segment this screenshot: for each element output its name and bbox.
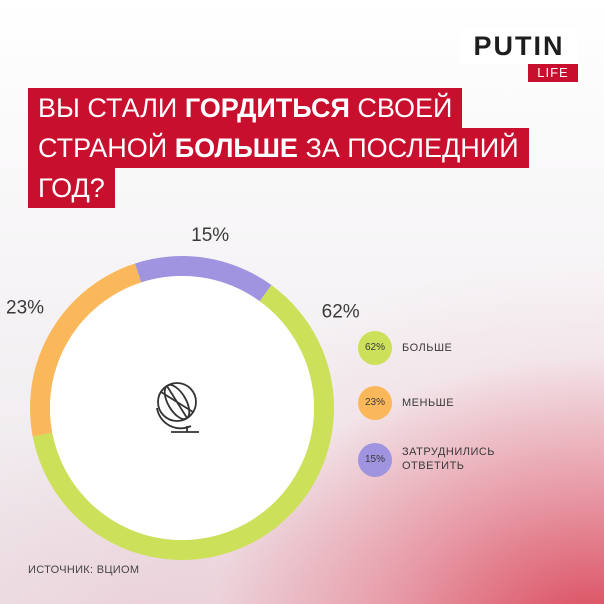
title-emphasis: ГОРДИТЬСЯ [184, 93, 350, 123]
legend-label: ЗАТРУДНИЛИСЬ ОТВЕТИТЬ [402, 445, 532, 473]
slice-label: 23% [6, 297, 44, 318]
globe-icon [156, 382, 199, 433]
donut-slice [29, 263, 142, 437]
title-text: ГОД? [38, 173, 105, 203]
legend-swatch: 23% [358, 386, 392, 420]
title-line-2: СТРАНОЙ БОЛЬШЕ ЗА ПОСЛЕДНИЙ [28, 128, 529, 168]
title-line-3: ГОД? [28, 168, 115, 208]
logo-main-text: PUTIN [460, 28, 578, 64]
legend-label-line: ЗАТРУДНИЛИСЬ [402, 446, 496, 458]
slice-labels: 62% 23% 15% [6, 225, 360, 322]
legend-label: БОЛЬШЕ [402, 341, 532, 355]
title-text: ЗА ПОСЛЕДНИЙ [297, 133, 519, 163]
donut-hole [50, 276, 314, 540]
legend-swatch: 62% [358, 331, 392, 365]
slice-label: 62% [322, 302, 360, 323]
putin-life-logo: PUTIN LIFE [460, 28, 578, 82]
donut-slice [135, 256, 272, 302]
title-emphasis: БОЛЬШЕ [174, 133, 298, 163]
title-line-1: ВЫ СТАЛИ ГОРДИТЬСЯ СВОЕЙ [28, 88, 463, 128]
slice-label: 15% [191, 225, 229, 246]
legend-label-line: ОТВЕТИТЬ [402, 460, 465, 472]
legend-swatch: 15% [358, 443, 392, 477]
source-note: ИСТОЧНИК: ВЦИОМ [28, 564, 140, 576]
title-text: ВЫ СТАЛИ [38, 93, 185, 123]
legend-label-line: БОЛЬШЕ [402, 342, 453, 354]
legend-label-line: МЕНЬШЕ [402, 397, 455, 409]
title-text: СВОЕЙ [349, 93, 453, 123]
title-text: СТРАНОЙ [38, 133, 175, 163]
legend-label: МЕНЬШЕ [402, 396, 532, 410]
logo-sub-text: LIFE [528, 64, 578, 82]
donut-slices [29, 256, 335, 560]
